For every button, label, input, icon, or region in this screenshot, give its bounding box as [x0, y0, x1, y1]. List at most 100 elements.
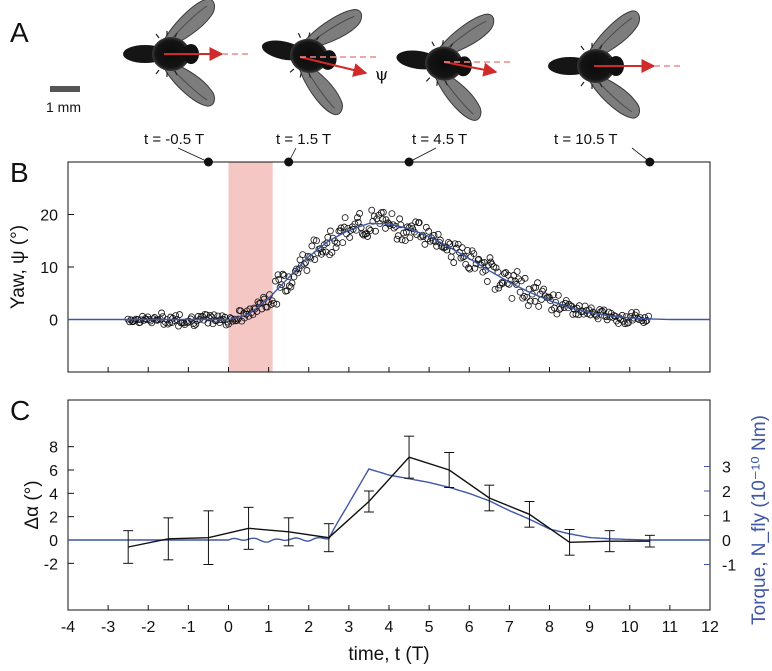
yaw-point: [158, 309, 165, 317]
yaw-point: [445, 238, 452, 246]
y-tick-label: -2: [44, 556, 58, 573]
x-tick-label: 0: [224, 619, 233, 636]
yaw-point: [415, 219, 423, 226]
time-markers: [203, 157, 655, 167]
yaw-point: [458, 244, 466, 251]
panel-c-right-y-label: Torque, N_fly (10⁻¹⁰ Nm): [749, 415, 770, 625]
y-tick-label: 0: [49, 533, 58, 550]
yaw-point: [594, 315, 602, 323]
yaw-point: [518, 277, 525, 285]
connector-line: [408, 147, 437, 163]
yaw-point: [606, 313, 614, 321]
yaw-point: [464, 246, 471, 254]
yaw-point: [434, 230, 442, 238]
yaw-point: [279, 270, 287, 278]
right-y-tick-label: 2: [722, 484, 731, 501]
y-tick-label: 10: [40, 260, 58, 277]
right-y-tick-label: 3: [722, 460, 731, 477]
yaw-point: [535, 302, 543, 310]
yaw-point: [592, 311, 600, 319]
yaw-point: [521, 274, 529, 282]
yaw-point: [581, 302, 589, 310]
heading-arrow: [299, 56, 368, 77]
panel-c-y-label: Δα (°): [22, 480, 43, 529]
time-marker: [203, 157, 213, 167]
yaw-point: [341, 214, 349, 222]
yaw-point: [299, 251, 307, 258]
right-y-tick-label: -1: [722, 558, 736, 575]
right-y-tick-label: 0: [722, 533, 731, 550]
yaw-point: [451, 240, 459, 248]
x-tick-label: 12: [701, 619, 719, 636]
panel-b-yaw-plot: 0 10 20 Yaw, ψ (°): [8, 157, 711, 373]
panel-letter-c: C: [10, 395, 30, 426]
panel-b-y-ticks: 0 10 20: [40, 208, 711, 372]
yaw-point: [351, 220, 359, 228]
yaw-point: [294, 269, 302, 277]
yaw-point: [319, 248, 327, 256]
x-tick-label: 1: [264, 619, 273, 636]
y-tick-label: 0: [49, 313, 58, 330]
x-tick-label: 6: [465, 619, 474, 636]
x-tick-label: 3: [344, 619, 353, 636]
time-marker: [284, 157, 294, 167]
y-tick-label: 8: [49, 440, 58, 457]
yaw-point: [626, 312, 634, 320]
yaw-point: [491, 285, 499, 293]
x-tick-label: 11: [662, 619, 679, 636]
yaw-point: [379, 208, 387, 216]
psi-label: ψ: [375, 65, 388, 85]
x-tick-label: 8: [545, 619, 554, 636]
yaw-point: [443, 246, 451, 254]
delta-alpha-line: [128, 456, 650, 548]
yaw-point: [534, 279, 541, 287]
x-tick-label: -4: [61, 619, 75, 636]
yaw-point: [340, 223, 348, 231]
yaw-point: [278, 281, 286, 289]
panel-letter-b: B: [10, 157, 29, 188]
yaw-point: [164, 320, 172, 328]
yaw-point: [516, 288, 524, 296]
yaw-point: [587, 304, 595, 312]
yaw-point: [285, 273, 293, 281]
yaw-point: [643, 317, 651, 324]
heading-arrow: [443, 61, 498, 77]
panel-b-frame: [67, 161, 711, 373]
yaw-point: [421, 240, 429, 248]
yaw-point: [310, 236, 318, 244]
yaw-point: [192, 320, 200, 328]
connector-line: [177, 147, 209, 163]
yaw-point: [332, 244, 340, 251]
yaw-point: [540, 285, 548, 293]
yaw-point: [368, 206, 376, 214]
yaw-point: [176, 311, 183, 318]
yaw-point: [251, 305, 259, 313]
yaw-point: [358, 230, 366, 238]
yaw-point: [524, 302, 532, 309]
time-marker: [404, 157, 414, 167]
time-label-4: t = 10.5 T: [554, 131, 618, 148]
yaw-point: [367, 226, 374, 234]
yaw-point: [560, 304, 568, 311]
yaw-point: [513, 268, 521, 275]
yaw-point: [400, 229, 408, 237]
x-tick-label: -3: [101, 619, 115, 636]
yaw-point: [293, 265, 300, 273]
yaw-point: [364, 233, 371, 240]
yaw-point: [372, 227, 379, 235]
right-y-tick-label: 1: [722, 509, 731, 526]
yaw-model-curve: [68, 222, 710, 321]
yaw-point: [554, 291, 562, 299]
yaw-point: [553, 310, 561, 318]
yaw-point: [337, 224, 345, 232]
yaw-point: [326, 251, 334, 259]
x-tick-label: 4: [385, 619, 394, 636]
yaw-point: [287, 283, 295, 291]
yaw-point: [412, 218, 420, 226]
time-label-3: t = 4.5 T: [412, 131, 467, 148]
yaw-point: [466, 265, 474, 273]
yaw-point: [531, 297, 539, 305]
yaw-point: [501, 270, 508, 277]
x-tick-label: 2: [304, 619, 313, 636]
